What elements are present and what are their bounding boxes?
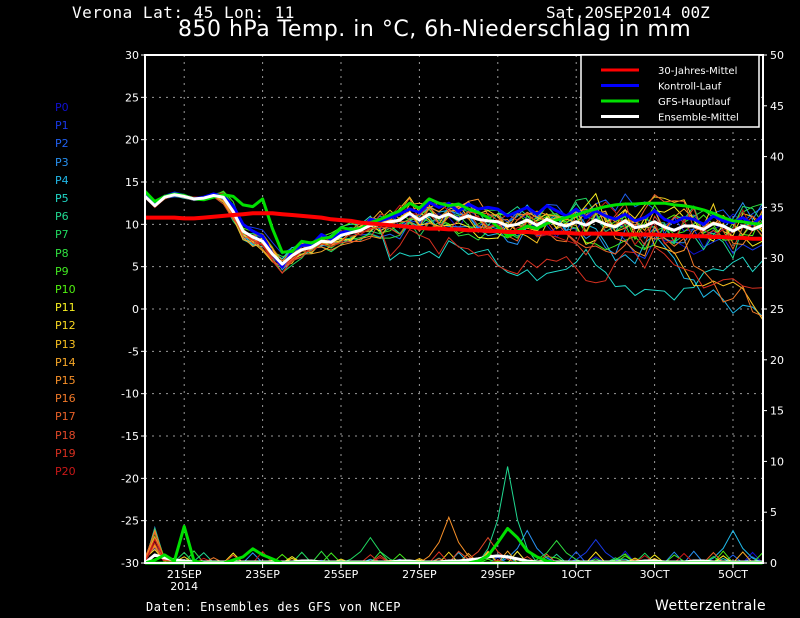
right-tick-label: 5 [770,506,777,519]
member-label-p9: P9 [55,264,69,278]
x-tick-label: 5OCT [718,568,748,581]
x-tick-label: 3OCT [640,568,670,581]
member-label-p8: P8 [55,246,69,260]
precip-line-p15 [144,515,763,564]
left-tick-label: -20 [121,472,139,485]
legend-label: 30-Jahres-Mittel [658,66,737,77]
brand-label: Wetterzentrale [655,598,767,614]
member-label-p11: P11 [55,301,76,315]
member-label-p14: P14 [55,355,76,369]
member-label-p2: P2 [55,137,69,151]
chart-title: 850 hPa Temp. in °C, 6h-Niederschlag in … [178,17,692,42]
left-tick-label: 30 [125,49,139,62]
left-tick-label: 5 [132,261,139,274]
right-tick-label: 40 [770,151,784,164]
right-tick-label: 35 [770,201,784,214]
x-tick-label: 23SEP [245,568,280,581]
left-tick-label: -5 [128,345,139,358]
right-tick-label: 10 [770,455,784,468]
x-tick-label: 25SEP [324,568,359,581]
member-label-p0: P0 [55,101,69,114]
right-tick-label: 20 [770,354,784,367]
left-tick-label: 10 [125,218,139,231]
member-label-p12: P12 [55,319,76,333]
run-date-label: Sat,20SEP2014 00Z [546,3,710,22]
precip-line-p6 [144,466,763,564]
left-tick-label: -10 [121,388,139,401]
temp-gfs-line [143,190,763,254]
right-tick-label: 45 [770,100,784,113]
x-tick-label: 29SEP [481,568,516,581]
member-label-p18: P18 [55,428,76,442]
member-label-p16: P16 [55,392,76,406]
x-tick-year-label: 2014 [170,580,198,593]
member-label-p7: P7 [55,228,69,242]
temp-control-line [144,191,764,269]
member-label-p10: P10 [55,283,76,296]
left-tick-label: 20 [125,134,139,147]
right-tick-label: 0 [770,557,777,570]
member-label-p1: P1 [55,119,69,133]
legend-label: Ensemble-Mittel [658,113,739,124]
left-tick-label: 25 [125,91,139,104]
member-label-p17: P17 [55,410,76,424]
left-tick-label: 15 [125,176,139,189]
right-tick-label: 25 [770,303,784,316]
member-label-p3: P3 [55,155,69,169]
member-label-p4: P4 [55,173,69,187]
legend-label: Kontroll-Lauf [658,82,722,93]
right-tick-label: 50 [770,49,784,62]
location-label: Verona Lat: 45 Lon: 11 [72,3,295,22]
temp-line-p4 [144,193,763,317]
left-tick-label: -25 [121,515,139,528]
data-credit: Daten: Ensembles des GFS von NCEP [146,600,401,614]
right-tick-label: 15 [770,405,784,418]
member-label-p15: P15 [55,374,76,387]
legend-label: GFS-Hauptlauf [658,97,731,108]
temp-climate-mean-line [145,211,763,241]
right-tick-label: 30 [770,252,784,265]
temp-ensemble-mean-line [143,193,763,266]
x-tick-label: 21SEP [167,568,202,581]
member-label-p13: P13 [55,337,76,351]
left-tick-label: -15 [121,430,139,443]
left-tick-label: -30 [121,557,139,570]
member-label-p6: P6 [55,210,69,224]
left-tick-label: 0 [132,303,139,316]
member-label-p19: P19 [55,446,76,460]
x-tick-label: 27SEP [402,568,437,581]
member-label-p5: P5 [55,192,69,205]
member-label-p20: P20 [55,465,76,478]
x-tick-label: 1OCT [561,568,591,581]
